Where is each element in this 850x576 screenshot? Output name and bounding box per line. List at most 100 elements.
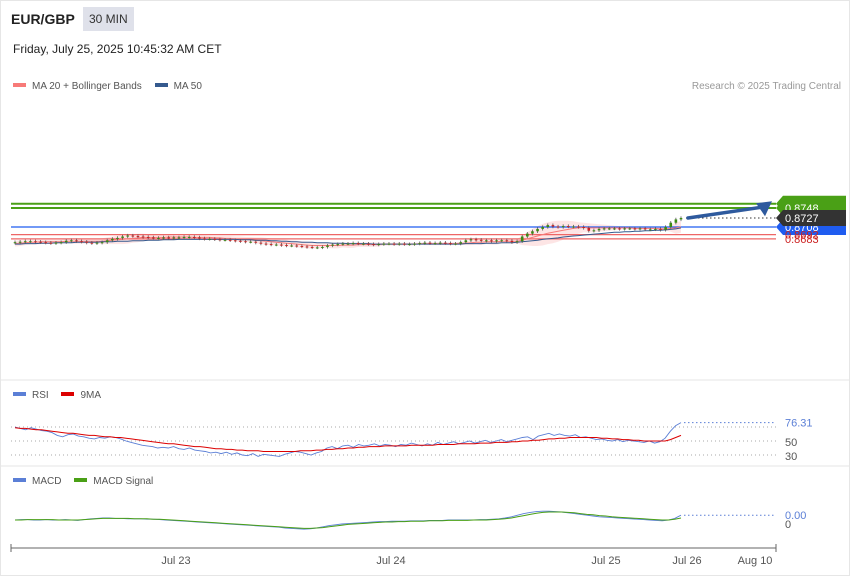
candle [193,236,196,238]
level-label: 0.8692 [785,230,819,242]
candle [187,236,191,238]
candle [141,236,145,238]
candle [664,227,667,230]
candle [546,225,550,227]
time-tick-label: Jul 25 [591,555,620,567]
candle [659,228,662,230]
candle [70,240,73,242]
candle [561,226,565,228]
candle [572,226,575,228]
candle [136,236,140,238]
candle [49,242,53,244]
candle [44,242,48,244]
candle [111,238,114,241]
candle [351,243,355,245]
legend-item-9ma: 9MA [61,390,101,401]
candle [259,242,263,244]
candle [23,241,27,243]
candle [367,243,370,245]
candle [490,240,493,242]
candle [90,242,94,244]
candle [295,245,299,247]
candle [39,241,42,243]
candle [403,243,406,245]
rsi-tick-label: 50 [785,437,797,449]
candle [310,246,314,248]
candle [269,244,273,246]
candle [408,244,411,246]
candle [285,245,288,247]
candle [162,237,165,239]
candle [218,239,222,241]
candle [116,237,119,239]
candle [85,241,89,243]
price-legend: MA 20 + Bollinger Bands MA 50 [13,81,202,92]
candle [495,240,498,242]
rsi-last-value: 76.31 [785,418,813,430]
candle [59,242,63,244]
symbol-title: EUR/GBP [11,11,75,27]
candle [167,237,170,239]
legend-label: MA 50 [173,81,202,92]
candle [556,226,560,228]
level-label: 0.8683 [785,234,819,246]
rsi-legend: RSI 9MA [13,390,101,401]
candle [315,247,319,249]
candle [274,244,278,246]
candle [146,236,150,238]
rsi-9ma-line [14,427,682,452]
candle [264,243,268,245]
candle [474,239,478,241]
candle [64,240,68,243]
candle [592,230,596,232]
candle [438,242,442,244]
candle [444,242,447,244]
candle [397,243,401,245]
candle [648,229,652,231]
credit-label: Research © 2025 Trading Central [691,81,841,92]
macd-panel: 0.000 [14,510,806,531]
candle [587,227,591,231]
legend-item-macd: MACD [13,476,61,487]
candle [582,227,585,228]
candle [423,242,427,244]
candle [679,217,683,220]
candle [121,236,124,238]
last-price-tag [776,209,846,226]
candle [131,235,135,237]
candle [80,241,83,243]
candle [372,244,375,246]
timeframe-badge[interactable]: 30 MIN [83,7,134,31]
candle [602,228,606,230]
candle [505,240,509,242]
candle [669,222,673,227]
macd-signal-line [15,511,682,529]
legend-item-macd-signal: MACD Signal [74,476,153,487]
candle [638,228,642,230]
candle [249,241,252,243]
projection-arrow [686,205,764,220]
candle [449,243,452,245]
candle [454,243,457,245]
last-price-label: 0.8727 [785,213,819,225]
candle [633,228,637,230]
9ma-swatch-icon [61,392,75,397]
candle [203,238,206,240]
time-tick-label: Jul 23 [161,555,190,567]
candle [526,233,529,237]
candle [392,243,396,245]
candle [464,240,468,243]
candle [182,236,186,238]
candle [331,244,334,246]
candle [362,243,365,245]
candle [643,228,647,230]
candle [654,228,657,230]
time-tick-label: Jul 26 [672,555,701,567]
candle [418,243,422,245]
macd-legend: MACD MACD Signal [13,476,153,487]
candle [305,246,309,248]
candle [382,243,386,245]
candle [105,240,109,243]
